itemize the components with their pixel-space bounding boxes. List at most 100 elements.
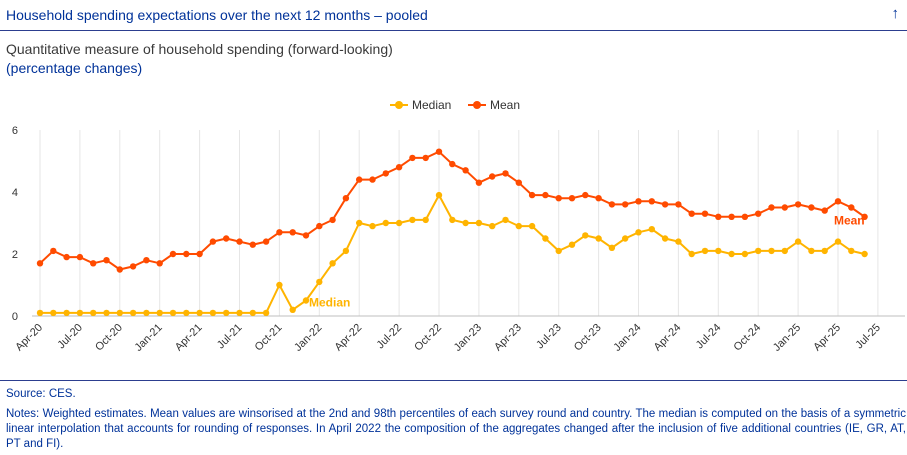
x-tick-label: Oct-24 bbox=[731, 322, 763, 354]
data-point-median bbox=[356, 219, 363, 227]
x-tick-label: Apr-20 bbox=[13, 322, 45, 354]
y-tick-label: 2 bbox=[12, 249, 18, 261]
data-point-median bbox=[475, 219, 483, 227]
series-line-mean bbox=[39, 150, 866, 271]
x-tick-label: Jul-24 bbox=[694, 322, 724, 352]
data-point-median bbox=[36, 309, 44, 317]
data-point-median bbox=[422, 216, 429, 224]
data-point-median bbox=[129, 309, 137, 317]
x-tick-label: Apr-25 bbox=[811, 322, 843, 354]
data-point-mean bbox=[728, 213, 735, 220]
data-point-median bbox=[276, 281, 283, 289]
data-point-median bbox=[169, 309, 177, 317]
data-point-mean bbox=[236, 238, 243, 245]
data-point-mean bbox=[209, 238, 217, 245]
legend-marker-median bbox=[395, 101, 403, 109]
data-point-median bbox=[249, 309, 256, 317]
data-point-median bbox=[143, 309, 150, 317]
x-tick-label: Jan-23 bbox=[452, 322, 484, 354]
legend-label-mean: Mean bbox=[490, 98, 520, 112]
data-point-mean bbox=[103, 257, 110, 264]
panel-title: Household spending expectations over the… bbox=[6, 7, 428, 23]
data-point-mean bbox=[449, 160, 456, 168]
data-point-mean bbox=[395, 164, 403, 171]
chart-subtitle: Quantitative measure of household spendi… bbox=[6, 40, 393, 78]
annotation-mean: Mean bbox=[834, 214, 865, 228]
data-point-mean bbox=[409, 154, 416, 162]
x-tick-label: Apr-24 bbox=[652, 322, 684, 354]
data-point-median bbox=[395, 219, 403, 227]
data-point-median bbox=[781, 247, 788, 255]
x-tick-label: Jan-24 bbox=[611, 322, 643, 354]
data-point-median bbox=[728, 250, 735, 258]
data-point-mean bbox=[36, 260, 44, 267]
data-point-mean bbox=[356, 176, 363, 183]
data-point-mean bbox=[595, 195, 602, 202]
arrow-up-icon[interactable]: ↑ bbox=[891, 5, 900, 22]
data-point-mean bbox=[781, 204, 788, 211]
y-tick-label: 4 bbox=[12, 187, 18, 199]
data-point-mean bbox=[741, 213, 749, 220]
x-tick-label: Jul-22 bbox=[375, 322, 405, 352]
data-point-median bbox=[462, 219, 469, 227]
x-tick-label: Jul-21 bbox=[215, 322, 245, 352]
panel-header: Household spending expectations over the… bbox=[0, 0, 907, 31]
data-point-mean bbox=[422, 154, 429, 162]
data-point-median bbox=[316, 278, 323, 286]
data-point-median bbox=[76, 309, 84, 317]
legend-label-median: Median bbox=[412, 98, 451, 112]
data-point-median bbox=[688, 250, 695, 258]
x-tick-label: Oct-20 bbox=[93, 322, 125, 354]
data-point-mean bbox=[489, 173, 496, 180]
data-point-mean bbox=[768, 204, 775, 211]
data-point-mean bbox=[183, 250, 190, 258]
chart-unit-label: (percentage changes) bbox=[6, 60, 143, 76]
data-point-mean bbox=[435, 148, 443, 155]
data-point-median bbox=[755, 247, 762, 255]
data-point-median bbox=[63, 309, 70, 317]
x-tick-label: Apr-23 bbox=[492, 322, 524, 354]
y-tick-label: 0 bbox=[12, 311, 18, 323]
data-point-mean bbox=[329, 216, 336, 224]
data-point-mean bbox=[515, 179, 522, 186]
data-point-median bbox=[223, 309, 230, 317]
data-point-mean bbox=[701, 210, 709, 217]
data-point-mean bbox=[223, 235, 230, 242]
data-point-median bbox=[622, 235, 629, 242]
data-point-mean bbox=[143, 257, 150, 264]
data-point-mean bbox=[196, 250, 203, 258]
x-tick-label: Oct-23 bbox=[572, 322, 604, 354]
data-point-median bbox=[808, 247, 815, 255]
data-point-median bbox=[409, 216, 416, 224]
data-point-median bbox=[701, 247, 709, 255]
chart-subtitle-line1: Quantitative measure of household spendi… bbox=[6, 41, 393, 57]
series-line-median bbox=[40, 194, 865, 314]
data-point-mean bbox=[116, 266, 124, 273]
data-point-median bbox=[196, 309, 203, 317]
data-point-median bbox=[861, 250, 868, 258]
data-point-mean bbox=[568, 195, 576, 202]
data-point-mean bbox=[808, 204, 815, 211]
data-point-median bbox=[675, 238, 682, 245]
data-point-median bbox=[236, 309, 243, 317]
x-tick-label: Jul-20 bbox=[55, 322, 85, 352]
data-point-mean bbox=[502, 170, 509, 177]
data-point-mean bbox=[50, 247, 57, 255]
annotation-median: Median bbox=[309, 296, 350, 310]
data-point-median bbox=[369, 222, 376, 230]
footer-divider bbox=[0, 380, 907, 381]
data-point-median bbox=[555, 247, 562, 255]
data-point-mean bbox=[76, 253, 84, 261]
data-point-median bbox=[50, 309, 57, 317]
data-point-median bbox=[821, 247, 828, 255]
data-point-mean bbox=[834, 198, 842, 205]
data-point-median bbox=[489, 222, 496, 230]
data-point-median bbox=[715, 247, 722, 255]
data-point-median bbox=[834, 238, 842, 245]
data-point-mean bbox=[369, 176, 376, 183]
x-tick-label: Jan-21 bbox=[133, 322, 165, 354]
data-point-mean bbox=[715, 213, 722, 220]
data-point-mean bbox=[169, 250, 177, 258]
data-point-mean bbox=[542, 191, 549, 199]
data-point-mean bbox=[316, 222, 323, 230]
